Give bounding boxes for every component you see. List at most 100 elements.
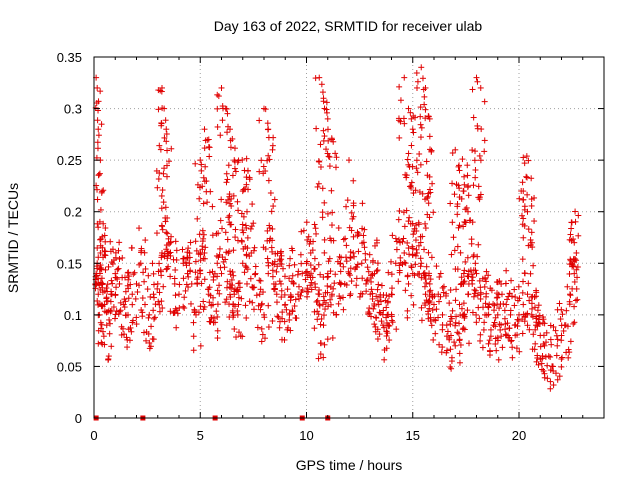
data-point xyxy=(99,188,106,195)
data-point xyxy=(140,329,147,336)
data-point xyxy=(121,296,128,303)
data-point xyxy=(554,376,561,383)
data-point xyxy=(362,250,369,257)
data-point xyxy=(253,292,260,299)
data-point xyxy=(232,226,239,233)
data-point xyxy=(347,265,354,272)
data-point xyxy=(94,117,101,124)
data-point xyxy=(262,106,269,113)
data-point xyxy=(349,215,356,222)
data-point xyxy=(404,314,411,321)
data-point xyxy=(112,249,119,256)
data-point xyxy=(171,280,178,287)
data-point xyxy=(404,239,411,246)
data-point xyxy=(439,344,446,351)
data-point xyxy=(197,157,204,164)
data-point xyxy=(235,301,242,308)
data-point xyxy=(452,322,459,329)
data-point xyxy=(473,311,480,318)
data-point xyxy=(506,325,513,332)
data-point xyxy=(462,206,469,213)
data-point xyxy=(409,126,416,133)
data-point xyxy=(251,244,258,251)
data-point xyxy=(412,237,419,244)
data-point xyxy=(95,132,102,139)
data-point xyxy=(172,305,179,312)
data-point xyxy=(127,324,134,331)
data-point xyxy=(151,281,158,288)
data-point xyxy=(240,229,247,236)
data-point xyxy=(166,240,173,247)
data-point xyxy=(456,167,463,174)
data-point xyxy=(380,322,386,329)
data-point xyxy=(256,277,263,284)
data-point xyxy=(421,269,428,276)
data-point xyxy=(460,223,467,230)
data-point xyxy=(161,165,168,172)
data-point xyxy=(94,145,101,152)
data-point xyxy=(107,248,114,255)
data-point xyxy=(97,206,104,213)
data-point xyxy=(173,256,180,263)
data-point xyxy=(271,196,278,203)
data-point xyxy=(452,319,459,326)
data-point xyxy=(568,219,575,226)
data-point xyxy=(108,277,115,284)
data-point xyxy=(128,328,135,335)
data-point xyxy=(224,129,231,136)
data-point xyxy=(473,270,480,277)
data-point xyxy=(284,286,291,293)
data-point xyxy=(481,148,488,155)
data-point xyxy=(447,346,454,353)
data-point xyxy=(108,288,115,295)
data-point xyxy=(375,281,382,288)
data-point xyxy=(383,304,390,311)
data-point xyxy=(239,260,246,267)
data-point xyxy=(143,337,150,344)
data-point xyxy=(340,263,347,270)
data-point xyxy=(529,313,536,320)
data-point xyxy=(535,302,542,309)
data-point xyxy=(100,187,107,194)
data-point xyxy=(477,289,484,296)
data-point xyxy=(316,287,323,294)
data-point xyxy=(103,294,110,301)
data-point xyxy=(304,272,311,279)
data-point xyxy=(249,299,256,306)
data-point xyxy=(473,319,480,326)
data-point xyxy=(98,303,105,310)
data-point xyxy=(547,353,554,360)
data-point xyxy=(451,247,458,254)
data-point xyxy=(573,266,580,273)
data-point xyxy=(172,267,179,274)
data-point xyxy=(129,291,136,298)
data-point xyxy=(560,327,567,334)
data-point xyxy=(102,225,109,232)
data-point xyxy=(324,115,331,122)
data-point xyxy=(575,232,582,239)
data-point xyxy=(493,347,500,354)
data-point xyxy=(397,239,403,246)
data-point xyxy=(281,291,288,298)
data-point xyxy=(260,163,267,170)
data-point xyxy=(269,273,276,280)
data-point xyxy=(421,283,428,290)
data-point xyxy=(136,282,143,289)
data-point xyxy=(235,329,242,336)
data-point xyxy=(281,318,288,325)
data-point xyxy=(124,344,131,351)
data-point xyxy=(347,249,354,256)
data-point xyxy=(490,307,497,314)
chart-title: Day 163 of 2022, SRMTID for receiver ula… xyxy=(214,18,483,34)
data-point xyxy=(500,300,507,307)
data-point xyxy=(337,268,344,275)
data-point xyxy=(547,336,554,343)
data-point xyxy=(321,133,328,140)
data-point xyxy=(532,326,539,333)
data-point xyxy=(162,117,169,124)
data-point xyxy=(165,250,172,257)
data-point xyxy=(146,311,153,318)
data-point xyxy=(234,286,241,293)
data-point xyxy=(486,337,493,344)
data-point xyxy=(385,269,392,276)
